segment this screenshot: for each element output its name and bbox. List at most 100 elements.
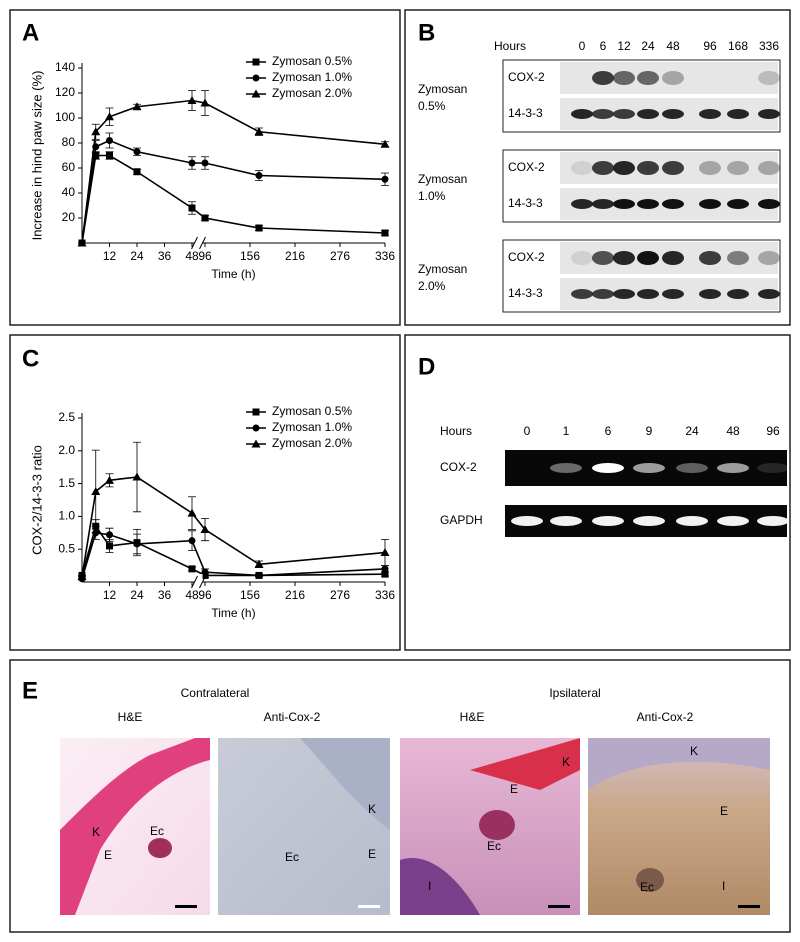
band <box>637 161 659 175</box>
marker <box>77 572 87 581</box>
band <box>727 109 749 119</box>
y-tick-label: 100 <box>55 110 75 124</box>
x-tick-label: 24 <box>130 588 144 602</box>
x-tick-label: 336 <box>375 249 395 263</box>
row-label: Zymosan <box>418 82 467 96</box>
marker <box>381 570 389 578</box>
tissue-label: E <box>368 847 376 861</box>
tissue-label: E <box>104 848 112 862</box>
panel-letter: B <box>418 19 435 46</box>
marker <box>105 112 114 121</box>
band <box>662 289 684 299</box>
band <box>613 109 635 119</box>
panel-frame <box>404 334 791 651</box>
marker <box>255 224 263 232</box>
marker <box>91 127 101 136</box>
panel-letter: D <box>418 353 435 380</box>
band <box>592 161 614 175</box>
band-label: COX-2 <box>508 160 545 174</box>
y-tick-label: 1.0 <box>58 509 75 523</box>
tissue-label: K <box>562 755 570 769</box>
legend-marker <box>252 408 260 416</box>
x-axis-label: Time (h) <box>211 606 255 620</box>
band <box>550 463 582 473</box>
marker <box>381 175 389 183</box>
lane-label: 24 <box>641 39 655 53</box>
band <box>571 289 593 299</box>
marker <box>92 152 100 159</box>
axis-break-mark <box>191 236 206 250</box>
band <box>758 161 780 175</box>
band <box>571 109 593 119</box>
marker <box>200 98 210 107</box>
marker <box>106 542 113 550</box>
x-tick-label: 12 <box>103 249 117 263</box>
tissue-label: E <box>510 782 518 796</box>
x-tick-label: 216 <box>285 588 305 602</box>
series-line <box>81 99 386 244</box>
marker <box>188 565 196 573</box>
band <box>699 289 721 299</box>
tissue-label: Ec <box>150 824 164 838</box>
y-axis-label: Increase in hind paw size (%) <box>29 71 44 241</box>
band <box>613 71 635 85</box>
band <box>676 516 708 526</box>
y-tick-label: 0.5 <box>58 541 75 555</box>
lane-label: 336 <box>759 39 779 53</box>
x-tick-label: 156 <box>240 249 260 263</box>
y-axis-label: COX-2/14-3-3 ratio <box>29 445 44 555</box>
band <box>637 109 659 119</box>
band <box>637 199 659 209</box>
band-label: 14-3-3 <box>508 106 543 120</box>
band-label: COX-2 <box>440 460 477 474</box>
band <box>727 289 749 299</box>
band <box>613 251 635 265</box>
band <box>571 161 593 175</box>
legend-label: Zymosan 0.5% <box>272 54 352 68</box>
legend-label: Zymosan 2.0% <box>272 86 352 100</box>
lane-label: 6 <box>600 39 607 53</box>
lane-label: 96 <box>703 39 717 53</box>
marker <box>133 148 141 156</box>
legend-marker <box>252 58 260 66</box>
panel-letter: A <box>22 19 39 46</box>
x-tick-label: 156 <box>240 588 260 602</box>
x-tick-label: 48 <box>185 588 199 602</box>
legend-label: Zymosan 0.5% <box>272 404 352 418</box>
lane-label: 12 <box>617 39 631 53</box>
marker <box>380 547 390 556</box>
band <box>662 71 684 85</box>
legend-label: Zymosan 2.0% <box>272 436 352 450</box>
image-title: Anti-Cox-2 <box>637 710 694 724</box>
band <box>727 251 749 265</box>
marker <box>133 540 141 548</box>
band <box>727 199 749 209</box>
band <box>511 516 543 526</box>
image-title: Anti-Cox-2 <box>264 710 321 724</box>
band <box>757 463 789 473</box>
legend-marker <box>251 439 261 448</box>
band <box>699 161 721 175</box>
band <box>592 199 614 209</box>
marker <box>381 229 389 237</box>
y-tick-label: 120 <box>55 85 75 99</box>
panel-letter: C <box>22 345 39 372</box>
marker <box>187 508 197 517</box>
panel-frame <box>9 334 401 651</box>
x-tick-label: 276 <box>330 588 350 602</box>
lane-label: 6 <box>605 424 612 438</box>
marker <box>188 159 196 167</box>
x-tick-label: 336 <box>375 588 395 602</box>
y-tick-label: 40 <box>62 185 76 199</box>
band <box>637 251 659 265</box>
x-tick-label: 216 <box>285 249 305 263</box>
image-title: H&E <box>118 710 143 724</box>
band <box>662 161 684 175</box>
band <box>613 199 635 209</box>
band <box>758 251 780 265</box>
band <box>699 199 721 209</box>
legend-marker <box>252 424 260 432</box>
group-label: Ipsilateral <box>549 686 600 700</box>
gel-header: Hours <box>440 424 472 438</box>
